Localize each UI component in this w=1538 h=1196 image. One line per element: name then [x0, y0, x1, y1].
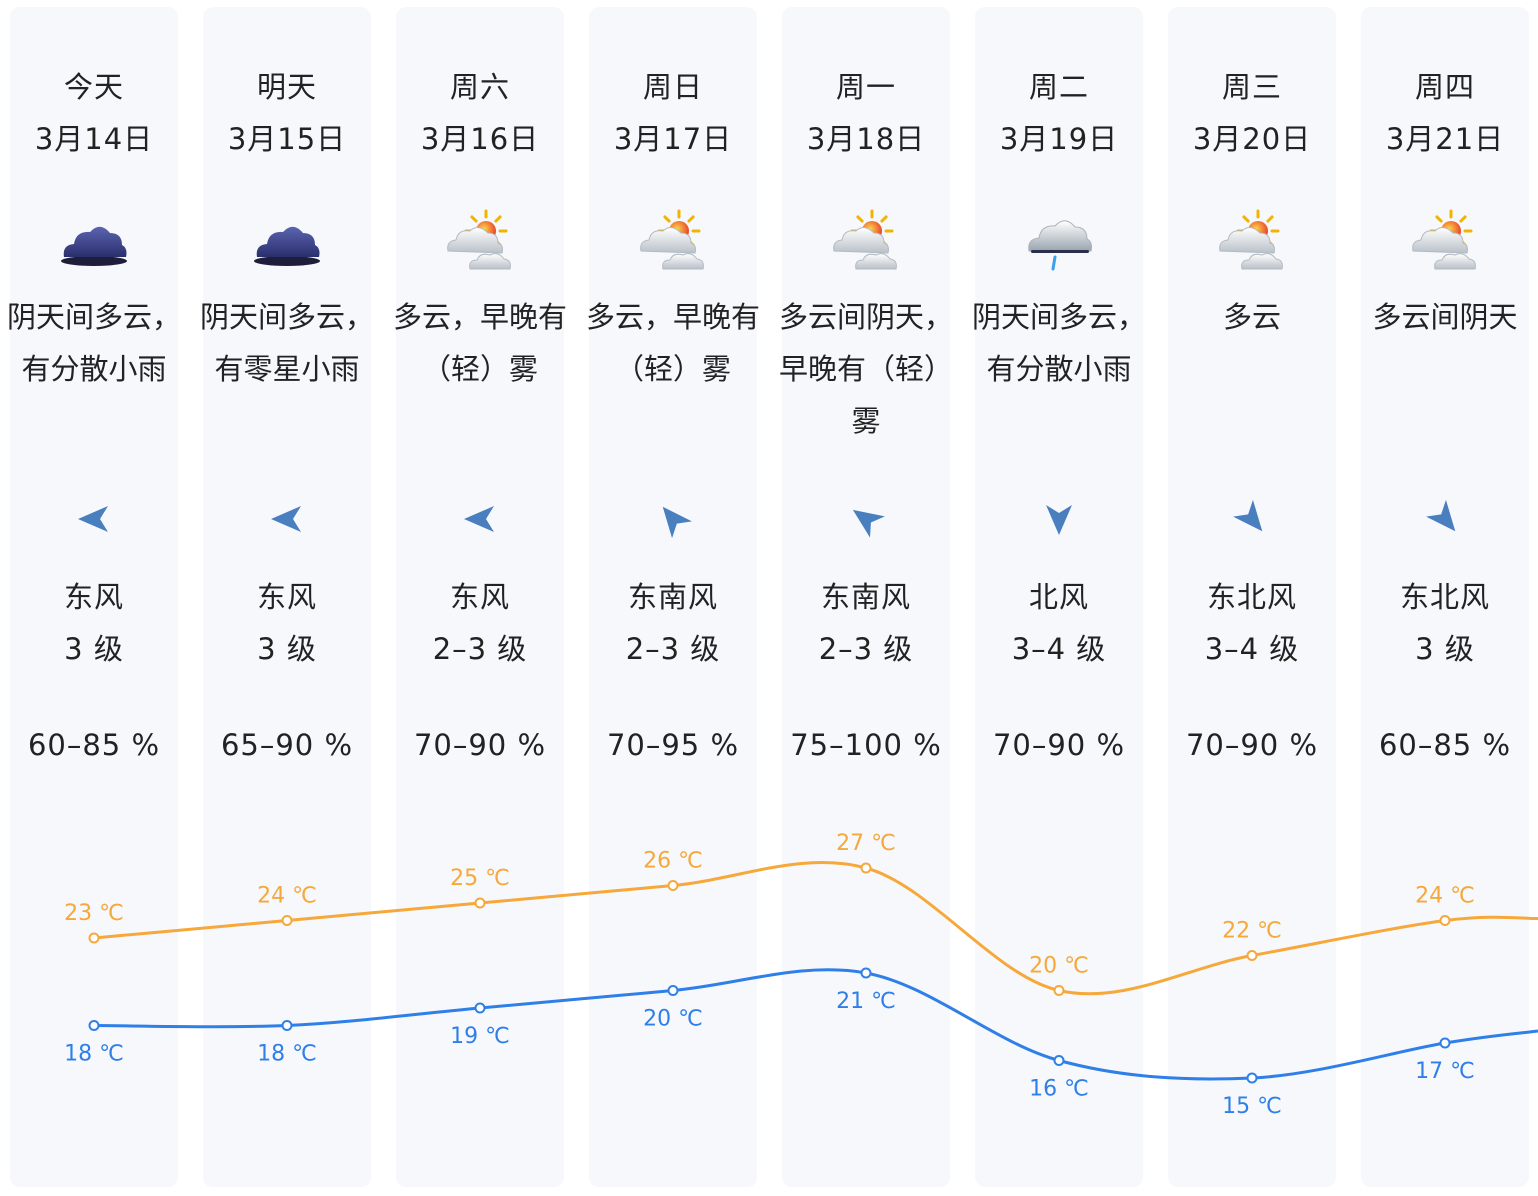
cloud-rain-icon [1021, 207, 1097, 283]
weather-description: 多云间阴天，早晚有（轻）雾 [778, 300, 953, 438]
overcast-cloud-icon [249, 207, 325, 283]
humidity-range: 70–90 % [992, 728, 1126, 762]
day-column[interactable]: 周二 3月19日阴天间多云，有分散小雨北风 3–4 级 70–90 % [972, 7, 1146, 1187]
day-column[interactable]: 周六 3月16日多云，早晚有（轻）雾东风 2–3 级 70–90 % [393, 7, 567, 1187]
weather-description: 多云 [1222, 300, 1281, 334]
partly-cloudy-icon [442, 207, 518, 283]
humidity-range: 70–90 % [413, 728, 547, 762]
day-column[interactable]: 周四 3月21日多云间阴天东北风 3 级 60–85 % [1361, 7, 1529, 1187]
weather-description: 阴天间多云，有分散小雨 [971, 300, 1146, 386]
day-name: 周六 [449, 70, 510, 104]
day-date: 3月20日 [1192, 122, 1312, 156]
wind-level: 3 级 [1415, 632, 1475, 666]
day-column[interactable]: 今天 3月14日阴天间多云，有分散小雨东风 3 级 60–85 % [7, 7, 181, 1187]
day-column[interactable]: 周一 3月18日多云间阴天，早晚有（轻）雾东南风 2–3 级 75–100 % [779, 7, 953, 1187]
partly-cloudy-icon [635, 207, 711, 283]
day-date: 3月14日 [34, 122, 154, 156]
wind-level: 3 级 [64, 632, 124, 666]
wind-direction: 北风 [1028, 580, 1089, 614]
wind-level: 3 级 [257, 632, 317, 666]
humidity-range: 60–85 % [1378, 728, 1512, 762]
weather-description: 阴天间多云，有零星小雨 [199, 300, 374, 386]
wind-direction: 东北风 [1206, 580, 1297, 614]
wind-direction: 东风 [449, 580, 510, 614]
day-name: 周三 [1221, 70, 1282, 104]
day-date: 3月17日 [613, 122, 733, 156]
day-name: 周一 [835, 70, 896, 104]
weather-description: 阴天间多云，有分散小雨 [6, 300, 181, 386]
day-date: 3月19日 [999, 122, 1119, 156]
wind-direction: 东南风 [820, 580, 911, 614]
day-column[interactable]: 周三 3月20日多云东北风 3–4 级 70–90 % [1168, 7, 1336, 1187]
humidity-range: 75–100 % [790, 728, 942, 762]
weather-description: 多云间阴天 [1372, 300, 1518, 334]
wind-level: 3–4 级 [1011, 632, 1107, 666]
day-name: 周日 [642, 70, 703, 104]
wind-direction: 东北风 [1399, 580, 1490, 614]
wind-arrow-southeast-icon [651, 497, 695, 541]
wind-level: 2–3 级 [432, 632, 528, 666]
day-name: 周二 [1028, 70, 1089, 104]
wind-arrow-east-icon [458, 497, 502, 541]
wind-direction: 东风 [256, 580, 317, 614]
humidity-range: 60–85 % [27, 728, 161, 762]
weather-description: 多云，早晚有（轻）雾 [585, 300, 760, 386]
day-name: 今天 [63, 70, 124, 104]
weather-description: 多云，早晚有（轻）雾 [392, 300, 567, 386]
partly-cloudy-icon [1214, 207, 1290, 283]
wind-level: 2–3 级 [625, 632, 721, 666]
wind-level: 3–4 级 [1204, 632, 1300, 666]
humidity-range: 65–90 % [220, 728, 354, 762]
wind-arrow-north-icon [1037, 497, 1081, 541]
day-column[interactable]: 明天 3月15日阴天间多云，有零星小雨东风 3 级 65–90 % [200, 7, 374, 1187]
wind-arrow-east-icon [72, 497, 116, 541]
wind-direction: 东风 [63, 580, 124, 614]
humidity-range: 70–90 % [1185, 728, 1319, 762]
wind-level: 2–3 级 [818, 632, 914, 666]
day-name: 周四 [1414, 70, 1475, 104]
day-date: 3月15日 [227, 122, 347, 156]
day-column[interactable]: 周日 3月17日多云，早晚有（轻）雾东南风 2–3 级 70–95 % [586, 7, 760, 1187]
partly-cloudy-icon [828, 207, 904, 283]
day-date: 3月16日 [420, 122, 540, 156]
humidity-range: 70–95 % [606, 728, 740, 762]
partly-cloudy-icon [1407, 207, 1483, 283]
wind-arrow-northeast-icon [1230, 497, 1274, 541]
wind-arrow-southeast-icon [844, 497, 888, 541]
wind-arrow-northeast-icon [1423, 497, 1467, 541]
day-name: 明天 [256, 70, 317, 104]
day-date: 3月18日 [806, 122, 926, 156]
overcast-cloud-icon [56, 207, 132, 283]
wind-direction: 东南风 [627, 580, 718, 614]
wind-arrow-east-icon [265, 497, 309, 541]
day-date: 3月21日 [1385, 122, 1505, 156]
